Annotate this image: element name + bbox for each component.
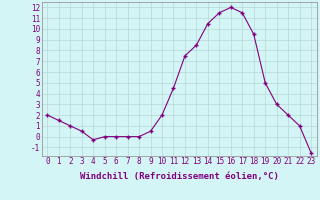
X-axis label: Windchill (Refroidissement éolien,°C): Windchill (Refroidissement éolien,°C) <box>80 172 279 181</box>
